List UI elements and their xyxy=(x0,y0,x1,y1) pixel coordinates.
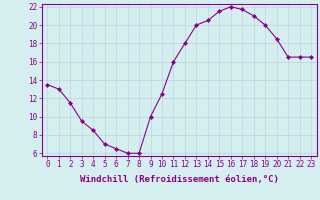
X-axis label: Windchill (Refroidissement éolien,°C): Windchill (Refroidissement éolien,°C) xyxy=(80,175,279,184)
